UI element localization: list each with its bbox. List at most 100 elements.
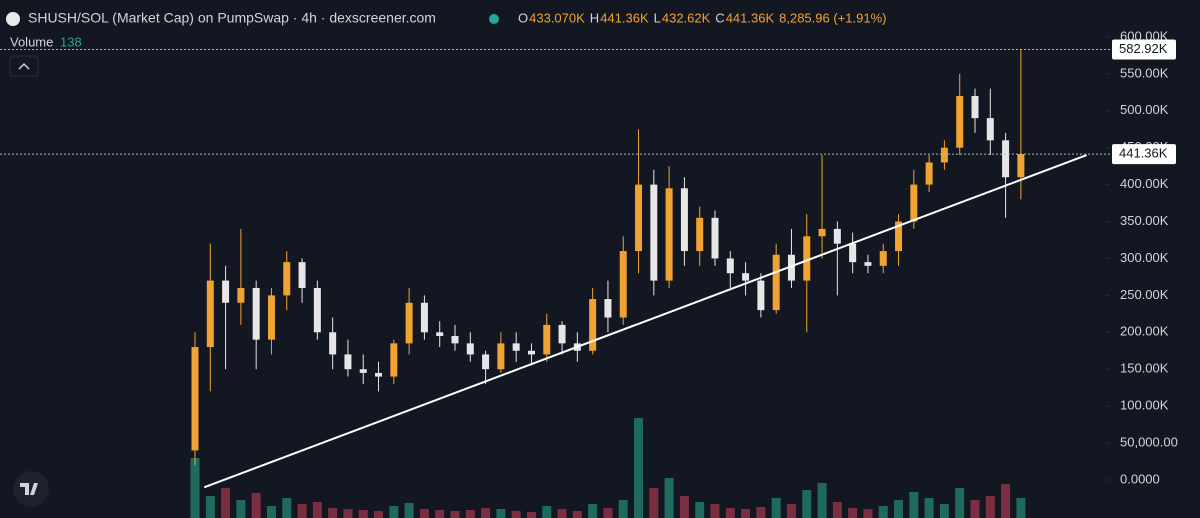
volume-bar [190, 458, 200, 518]
candle-body [864, 262, 872, 266]
y-tick-label: 150.00K [1120, 361, 1169, 376]
volume-bar [802, 490, 812, 518]
volume-bar [312, 502, 322, 518]
candle-body [650, 184, 658, 281]
volume-bar [205, 496, 215, 518]
candle-body [191, 347, 199, 451]
ohlc-change: 8,285.96 (+1.91%) [779, 10, 886, 25]
candle-body [222, 280, 230, 303]
candle-body [742, 273, 750, 281]
candle-body [466, 343, 474, 355]
y-tick-label: 250.00K [1120, 287, 1169, 302]
candle-body [527, 350, 535, 355]
ohlc-value: 432.62K [662, 10, 711, 25]
price-label: 441.36K [1119, 146, 1168, 161]
y-tick-label: 350.00K [1120, 213, 1169, 228]
volume-bar [435, 510, 445, 518]
candle-body [237, 287, 245, 303]
candle-body [925, 162, 933, 185]
y-tick-label: 100.00K [1120, 398, 1169, 413]
candle-body [298, 262, 306, 288]
volume-bar [786, 504, 796, 518]
volume-value: 138 [60, 34, 82, 49]
candle-body [940, 147, 948, 163]
volume-bar [618, 500, 628, 518]
candle-body [482, 354, 490, 370]
price-label-box [1112, 39, 1176, 60]
y-tick-label: 400.00K [1120, 176, 1169, 191]
volume-bar [343, 509, 353, 518]
collapse-icon [18, 62, 30, 70]
volume-bar [481, 508, 491, 518]
candle-body [405, 302, 413, 344]
volume-bar [557, 509, 567, 518]
candle-body [497, 343, 505, 370]
candle-body [329, 332, 337, 355]
volume-bar [496, 509, 506, 518]
volume-bar [588, 504, 598, 518]
candle-body [680, 188, 688, 252]
volume-bar [419, 509, 429, 518]
ohlc-legend: O 433.070K H 441.36K L 432.62K C 441.36K 8,285.9… [518, 10, 886, 25]
volume-label: Volume [10, 34, 53, 49]
volume-bar [832, 502, 842, 518]
candle-body [971, 95, 979, 119]
volume-bar [939, 504, 949, 518]
ohlc-value: 433.070K [529, 10, 585, 25]
volume-bar [756, 507, 766, 518]
candle-body [1017, 154, 1025, 178]
candle-body [895, 221, 903, 252]
status-dot [489, 14, 499, 24]
volume-bar [771, 498, 781, 518]
trendline [203, 154, 1088, 489]
tv-logo[interactable] [13, 471, 49, 507]
collapse-button[interactable] [9, 55, 39, 77]
volume-bar [389, 506, 399, 518]
price-label: 582.92K [1119, 41, 1168, 56]
candle-body [986, 118, 994, 141]
candle-body [635, 184, 643, 252]
volume-bar [1016, 498, 1026, 518]
candle-body [420, 302, 428, 333]
candle-body [451, 335, 459, 344]
volume-bar [358, 510, 368, 518]
volume-bar [710, 504, 720, 518]
candle-body [849, 243, 857, 263]
y-tick-label: 500.00K [1120, 102, 1169, 117]
volume-bar [282, 498, 292, 518]
volume-bar [695, 502, 705, 518]
volume-bar [985, 496, 995, 518]
volume-bar [328, 508, 338, 518]
tv-logo-mark [20, 483, 38, 495]
logo [6, 12, 20, 26]
volume-bar [450, 511, 460, 518]
candle-body [206, 280, 214, 348]
ohlc-value: 441.36K [600, 10, 649, 25]
volume-bar [374, 511, 384, 518]
candle-body [711, 217, 719, 259]
candle-body [665, 188, 673, 281]
volume-bar [878, 506, 888, 518]
volume-bar [634, 418, 644, 518]
candle-body [803, 236, 811, 281]
volume-bar [909, 492, 919, 518]
candle-body [818, 228, 826, 237]
volume-bar [725, 508, 735, 518]
candle-body [283, 262, 291, 296]
candle-body [619, 251, 627, 318]
ohlc-key: C [715, 10, 724, 25]
candle-body [313, 287, 321, 333]
volume-bar [266, 506, 276, 518]
candle-body [696, 217, 704, 252]
volume-bar [924, 498, 934, 518]
y-tick-label: 550.00K [1120, 65, 1169, 80]
candle-body [390, 343, 398, 377]
volume-bar [1001, 484, 1011, 518]
candle-body [726, 258, 734, 274]
candle-body [910, 184, 918, 222]
candle-body [1002, 140, 1010, 178]
volume-bar [741, 509, 751, 518]
candle-body [757, 280, 765, 311]
candle-body [787, 254, 795, 281]
